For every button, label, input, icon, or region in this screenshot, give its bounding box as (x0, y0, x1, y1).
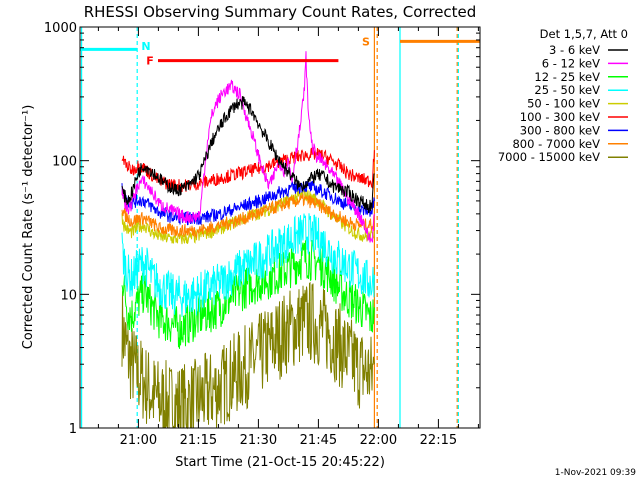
y-tick-label: 1000 (44, 21, 77, 36)
x-tick-label: 21:00 (120, 433, 157, 448)
footer-date: 1-Nov-2021 09:39 (555, 468, 637, 478)
marker-label-night: N (141, 40, 150, 53)
x-tick-label: 21:30 (240, 433, 277, 448)
y-axis-label: Corrected Count Rate (s⁻¹ detector⁻¹) (21, 105, 36, 350)
series-line-3-6keV (121, 96, 375, 214)
x-tick-label: 22:00 (360, 433, 397, 448)
series-group (121, 51, 375, 430)
legend-label: 100 - 300 keV (520, 110, 600, 124)
series-line-100-300keV (121, 146, 375, 192)
x-axis-label: Start Time (21-Oct-15 20:45:22) (175, 455, 385, 470)
series-line-7000-15000keV (121, 281, 375, 430)
x-tick-label: 21:15 (180, 433, 217, 448)
axes: 1 10 100 1000 21:00 21:15 21:30 21:45 22:00 22:15 (44, 21, 481, 448)
x-tick-label: 22:15 (420, 433, 457, 448)
chart-title: RHESSI Observing Summary Count Rates, Co… (84, 3, 477, 21)
legend-label: 12 - 25 keV (534, 70, 600, 84)
legend-label: 3 - 6 keV (549, 43, 600, 57)
marker-label-saa: S (362, 35, 370, 48)
legend-label: 6 - 12 keV (542, 56, 600, 70)
series-line-300-800keV (121, 180, 375, 226)
annotations: NF S (80, 35, 480, 68)
plot-frame (79, 26, 481, 429)
series-line-6-12keV (121, 51, 375, 243)
legend-label: 300 - 800 keV (520, 123, 600, 137)
series-line-800-7000keV (121, 193, 375, 239)
legend-label: 800 - 7000 keV (512, 137, 600, 151)
legend-label: 25 - 50 keV (534, 83, 600, 97)
legend-header: Det 1,5,7, Att 0 (540, 27, 628, 41)
marker-label-flare: F (146, 55, 154, 68)
legend-label: 7000 - 15000 keV (498, 150, 600, 164)
y-tick-label: 1 (69, 422, 77, 437)
x-tick-label: 21:45 (300, 433, 337, 448)
legend-label: 50 - 100 keV (527, 97, 600, 111)
y-tick-label: 10 (60, 288, 77, 303)
series-line-25-50keV (121, 213, 375, 317)
y-tick-label: 100 (52, 155, 77, 170)
